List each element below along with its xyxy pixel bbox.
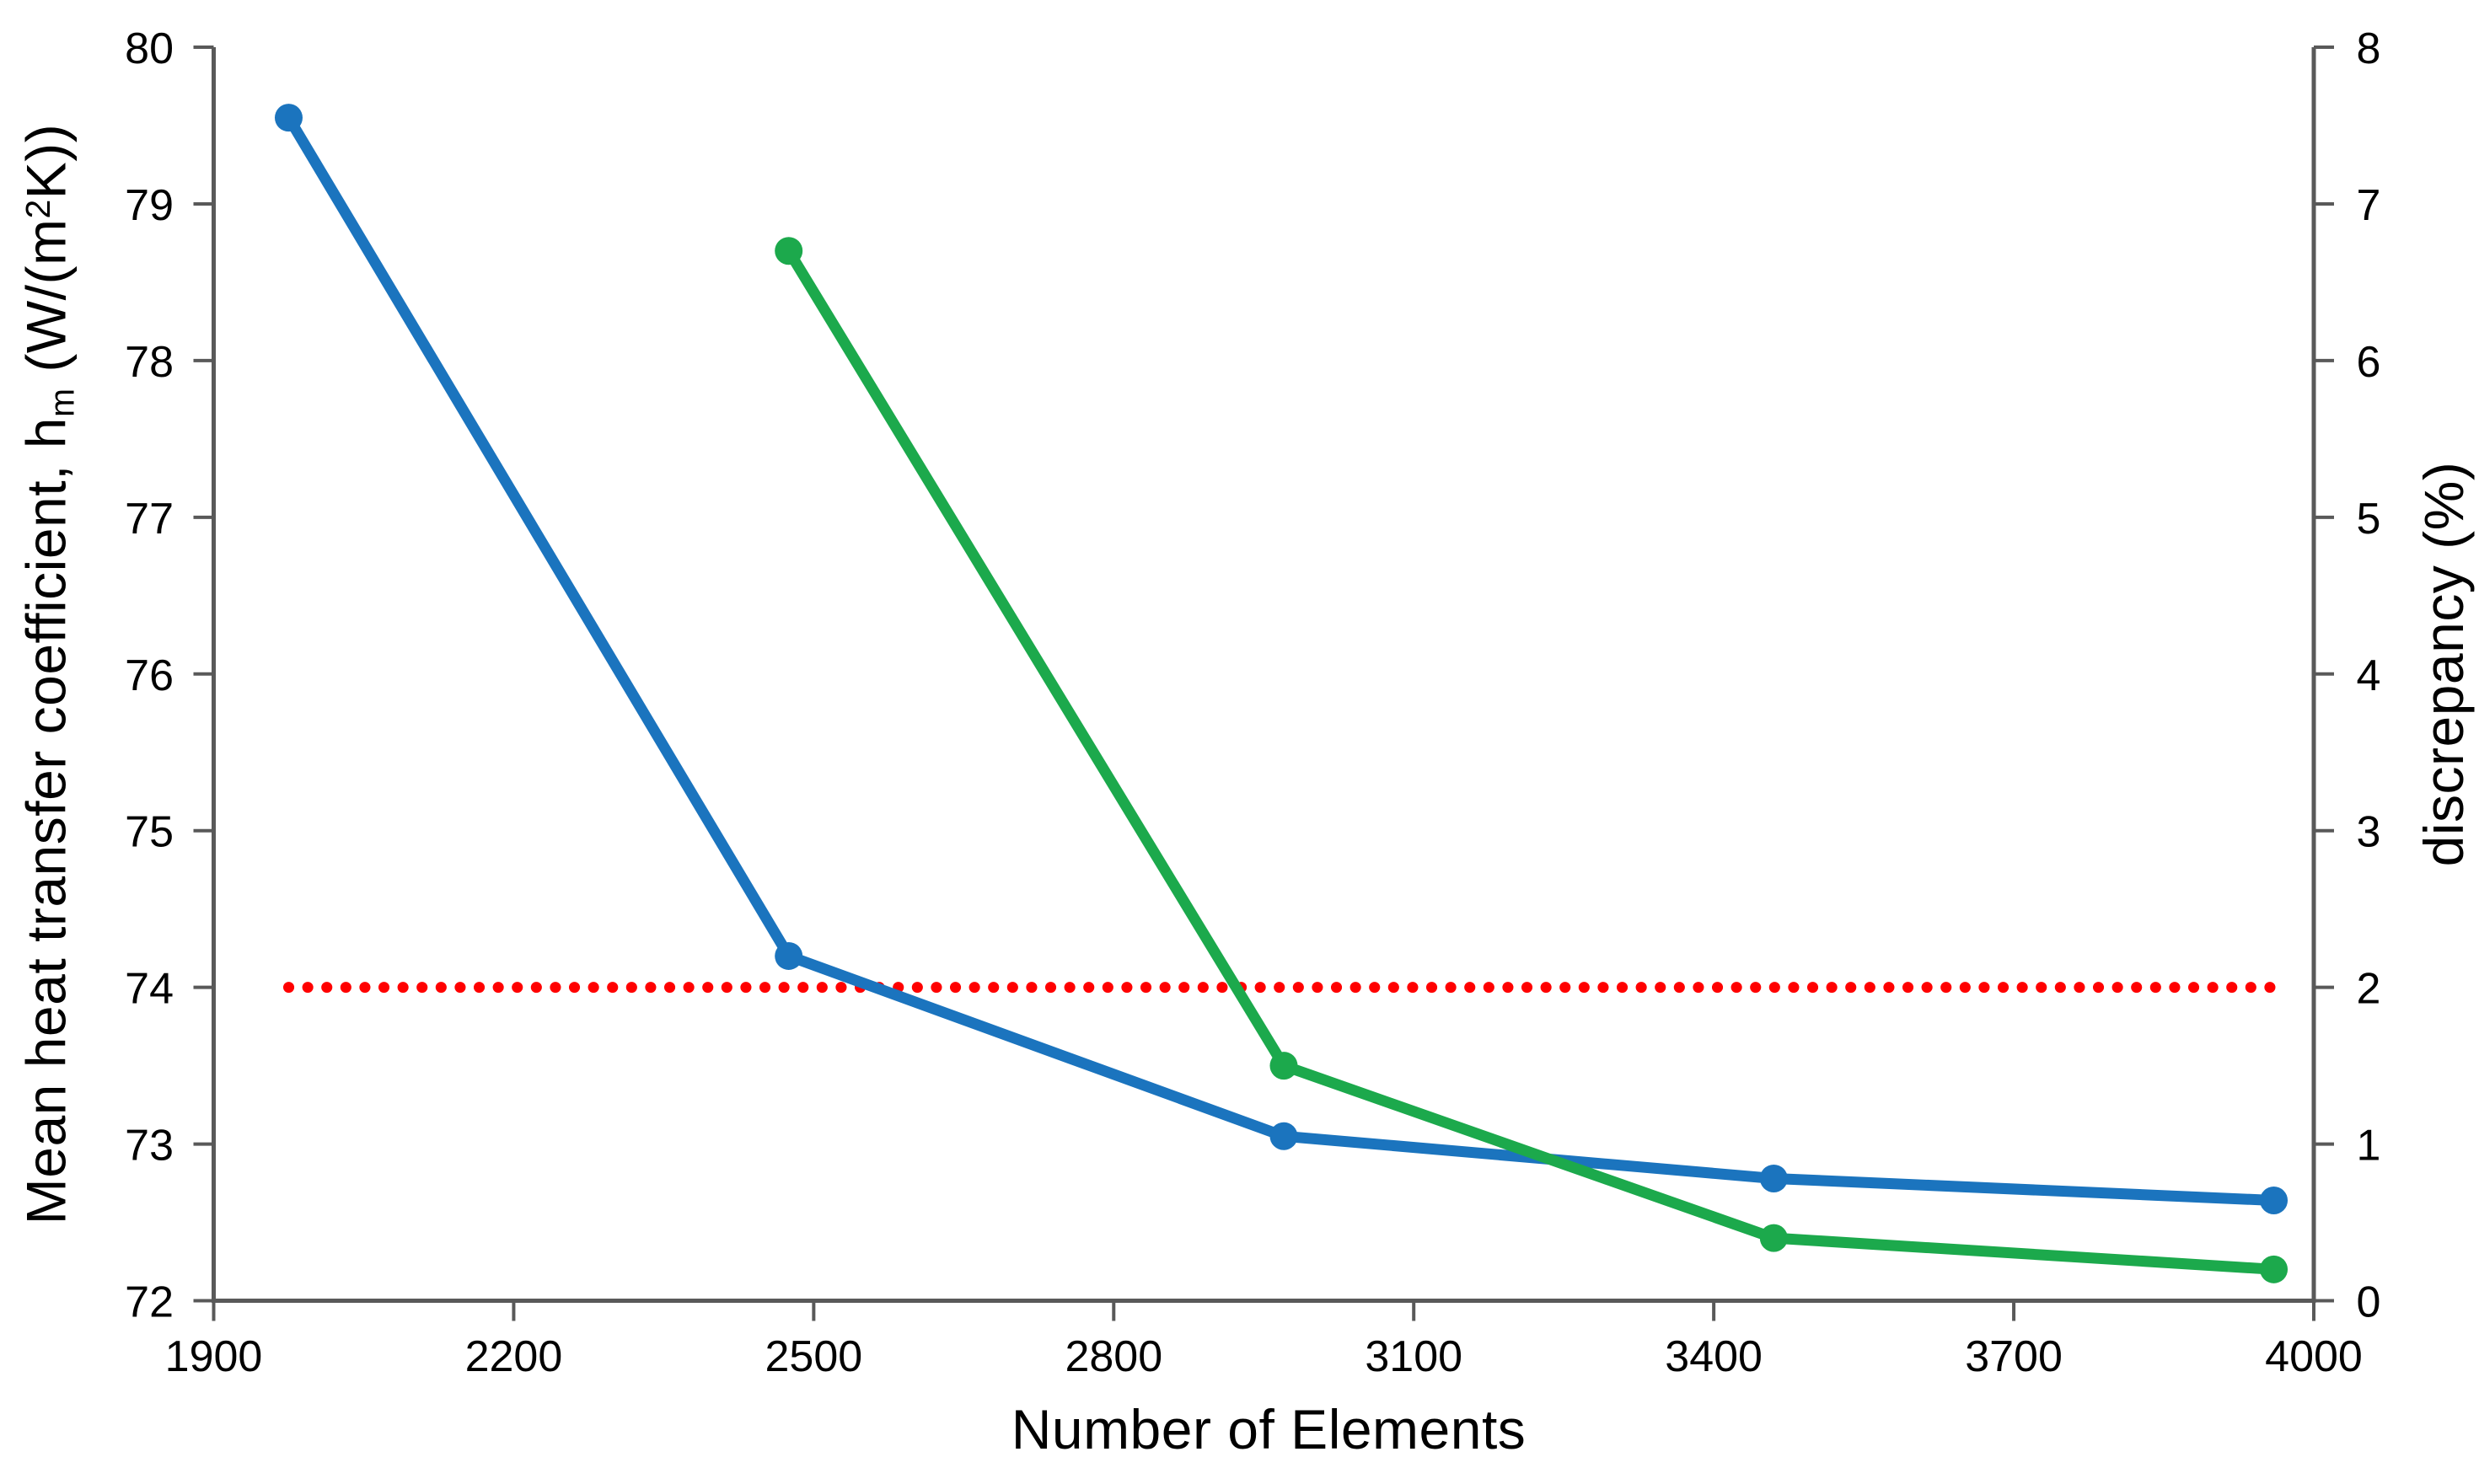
- right-y-axis-tick-label: 8: [2357, 24, 2381, 73]
- right-y-axis-title: discrepancy (%): [2412, 461, 2475, 867]
- left-y-axis-title-subscript: m: [42, 388, 82, 418]
- left-y-axis-tick-label: 76: [125, 651, 174, 700]
- x-axis-tick-label: 3400: [1665, 1332, 1763, 1381]
- left-y-axis-tick-label: 79: [125, 181, 174, 230]
- right-y-axis-tick-label: 0: [2357, 1278, 2381, 1327]
- left-y-axis-tick-label: 74: [125, 965, 174, 1014]
- left-y-axis-title: Mean heat transfer coefficient, hm (W/(m…: [13, 124, 82, 1224]
- x-axis-tick-label: 3700: [1965, 1332, 2063, 1381]
- left-y-axis-tick-label: 72: [125, 1278, 174, 1327]
- discrepancy-series-line: [783, 245, 2280, 1275]
- left-y-axis-title-units-end: K)): [14, 123, 78, 200]
- discrepancy-series-marker: [1269, 1052, 1298, 1080]
- left-y-axis-tick-label: 75: [125, 808, 174, 857]
- left-y-axis-title-superscript: 2: [18, 199, 57, 219]
- x-axis-tick-label: 2200: [465, 1332, 563, 1381]
- right-y-axis-tick-label: 5: [2357, 495, 2381, 544]
- left-y-axis-tick-label: 80: [125, 24, 174, 73]
- left-y-axis-title-text: Mean heat transfer coefficient, h: [14, 417, 78, 1225]
- mean-heat-transfer-coefficient-series-marker: [1269, 1122, 1298, 1150]
- discrepancy-series-marker: [775, 237, 803, 265]
- x-axis-tick-label: 3100: [1365, 1332, 1462, 1381]
- right-y-axis-tick-label: 1: [2357, 1122, 2381, 1171]
- x-axis-title: Number of Elements: [1011, 1398, 1527, 1460]
- left-y-axis-title-units: (W/(m: [14, 218, 78, 388]
- right-y-axis-tick-label: 4: [2357, 651, 2381, 700]
- x-axis-tick-label: 2800: [1065, 1332, 1162, 1381]
- right-y-axis-tick-label: 3: [2357, 808, 2381, 857]
- left-y-axis-tick-label: 77: [125, 495, 174, 544]
- mean-heat-transfer-coefficient-series-line: [282, 112, 2280, 1206]
- x-axis-tick-label: 1900: [165, 1332, 263, 1381]
- discrepancy-series-marker: [2260, 1255, 2289, 1283]
- mean-heat-transfer-coefficient-series-marker: [1759, 1164, 1788, 1192]
- mean-heat-transfer-coefficient-series-marker: [775, 941, 803, 970]
- right-y-axis-tick-label: 2: [2357, 965, 2381, 1014]
- right-y-axis-tick-label: 7: [2357, 181, 2381, 230]
- left-y-axis-tick-label: 78: [125, 338, 174, 387]
- left-y-axis-tick-label: 73: [125, 1122, 174, 1171]
- x-axis-tick-label: 2500: [765, 1332, 863, 1381]
- right-y-axis-tick-label: 6: [2357, 338, 2381, 387]
- discrepancy-series-marker: [1759, 1224, 1788, 1252]
- mean-heat-transfer-coefficient-series-marker: [274, 104, 303, 132]
- x-axis-tick-label: 4000: [2265, 1332, 2363, 1381]
- mean-heat-transfer-coefficient-series-marker: [2260, 1187, 2289, 1214]
